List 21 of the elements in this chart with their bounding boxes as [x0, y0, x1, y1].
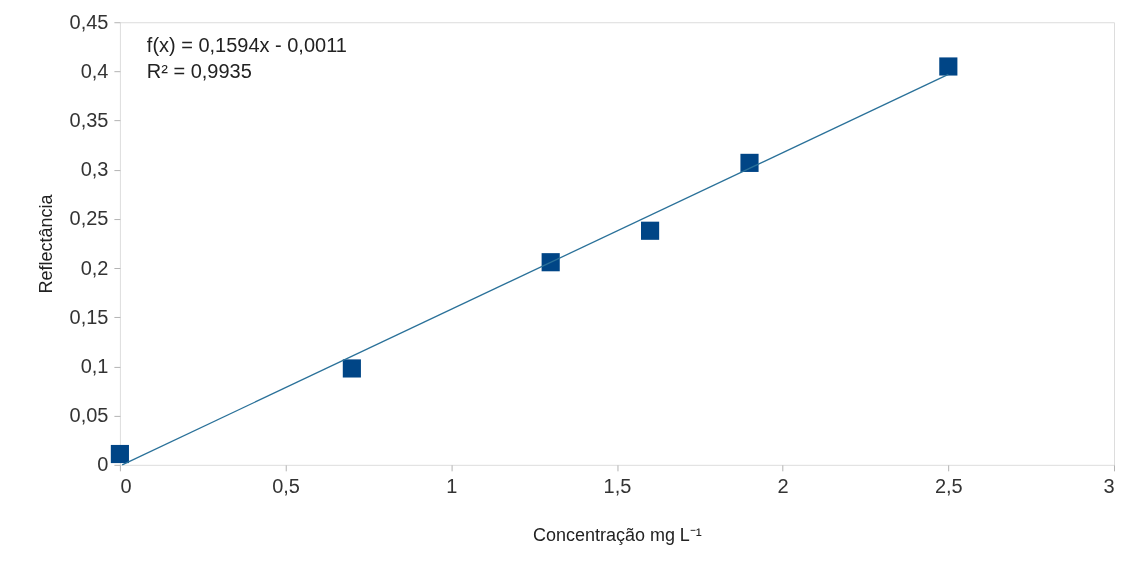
y-tick-label: 0,2	[80, 256, 109, 279]
y-tick-label: 0,4	[80, 59, 109, 82]
y-tick-label: 0,45	[69, 10, 109, 33]
x-tick-label: 0,5	[272, 475, 300, 498]
y-tick-label: 0,15	[69, 305, 109, 328]
y-tick-label: 0	[97, 453, 109, 476]
x-tick-label: 1,5	[603, 475, 632, 498]
y-tick-label: 0,05	[69, 404, 109, 427]
y-tick-label: 0,25	[69, 207, 109, 230]
x-tick-label: 3	[1103, 475, 1115, 498]
x-tick-label: 0	[120, 475, 132, 498]
y-axis-title: Reflectância	[35, 194, 56, 294]
x-tick-label: 2,5	[934, 475, 963, 498]
y-tick-label: 0,1	[80, 354, 109, 377]
annotation: f(x) = 0,1594x - 0,0011	[146, 34, 347, 57]
annotation: R² = 0,9935	[146, 60, 252, 83]
x-tick-label: 1	[446, 475, 458, 498]
y-tick-label: 0,35	[69, 109, 109, 132]
y-tick-label: 0,3	[80, 158, 109, 181]
x-tick-label: 2	[777, 475, 789, 498]
x-axis-title: Concentração mg L⁻¹	[533, 525, 702, 546]
